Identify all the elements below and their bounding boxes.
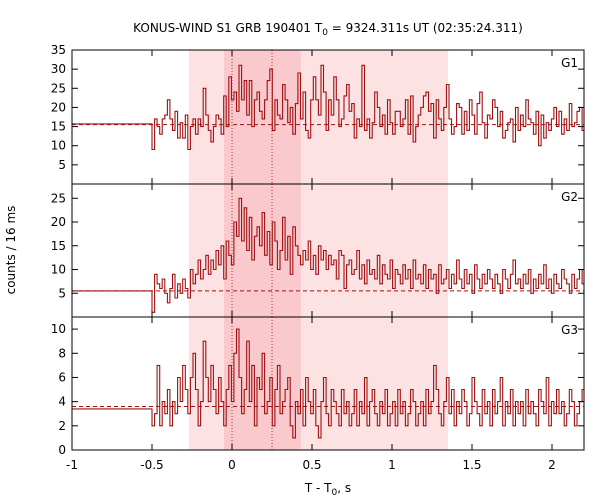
x-tick-label: -1 bbox=[66, 458, 78, 472]
title-subscript: 0 bbox=[322, 28, 328, 38]
x-tick-label: 0.5 bbox=[302, 458, 321, 472]
title-rest: = 9324.311s UT (02:35:24.311) bbox=[328, 21, 523, 35]
xlabel-subscript: 0 bbox=[332, 488, 338, 498]
x-tick-label: 0 bbox=[228, 458, 236, 472]
panel-frame bbox=[71, 316, 585, 451]
panel-label: G1 bbox=[561, 56, 578, 70]
y-tick-label: 2 bbox=[58, 419, 66, 433]
x-tick-label: 1.5 bbox=[462, 458, 481, 472]
y-tick-label: 25 bbox=[51, 81, 66, 95]
y-tick-label: 20 bbox=[51, 100, 66, 114]
x-tick-label: 2 bbox=[548, 458, 556, 472]
y-tick-label: 10 bbox=[51, 322, 66, 336]
y-tick-label: 4 bbox=[58, 395, 66, 409]
y-tick-label: 6 bbox=[58, 370, 66, 384]
y-tick-label: 10 bbox=[51, 263, 66, 277]
y-tick-label: 25 bbox=[51, 191, 66, 205]
panel-g3: 0 2 4 6 8 10 G3 bbox=[51, 316, 585, 457]
xlabel-main: T - T bbox=[304, 481, 332, 495]
xlabel-rest: , s bbox=[337, 481, 351, 495]
y-tick-label: 5 bbox=[58, 286, 66, 300]
lightcurve-g3 bbox=[72, 328, 584, 439]
y-tick-label: 30 bbox=[51, 62, 66, 76]
x-tick-label: 1 bbox=[388, 458, 396, 472]
lightcurve-g1 bbox=[72, 64, 584, 151]
inner-shaded-interval bbox=[224, 184, 301, 317]
panel-label: G3 bbox=[561, 323, 578, 337]
panel-g2: 5 10 15 20 25 G2 bbox=[51, 183, 585, 318]
x-axis: -1 -0.5 0 0.5 1 1.5 2 bbox=[66, 458, 556, 472]
x-axis-label: T - T0, s bbox=[304, 481, 351, 498]
y-tick-label: 10 bbox=[51, 139, 66, 153]
x-tick-label: -0.5 bbox=[140, 458, 163, 472]
y-tick-label: 15 bbox=[51, 239, 66, 253]
panel-label: G2 bbox=[561, 190, 578, 204]
y-tick-label: 8 bbox=[58, 346, 66, 360]
y-tick-label: 5 bbox=[58, 158, 66, 172]
y-tick-label: 35 bbox=[51, 43, 66, 57]
title-main: KONUS-WIND S1 GRB 190401 T bbox=[133, 21, 323, 35]
chart-title: KONUS-WIND S1 GRB 190401 T0 = 9324.311s … bbox=[133, 21, 523, 38]
y-tick-label: 15 bbox=[51, 120, 66, 134]
y-axis-label: counts / 16 ms bbox=[4, 206, 18, 295]
panel-g1: 5 10 15 20 25 30 35 G1 bbox=[51, 43, 585, 185]
lightcurve-g2 bbox=[72, 197, 584, 313]
y-tick-label: 20 bbox=[51, 215, 66, 229]
y-tick-label: 0 bbox=[58, 443, 66, 457]
